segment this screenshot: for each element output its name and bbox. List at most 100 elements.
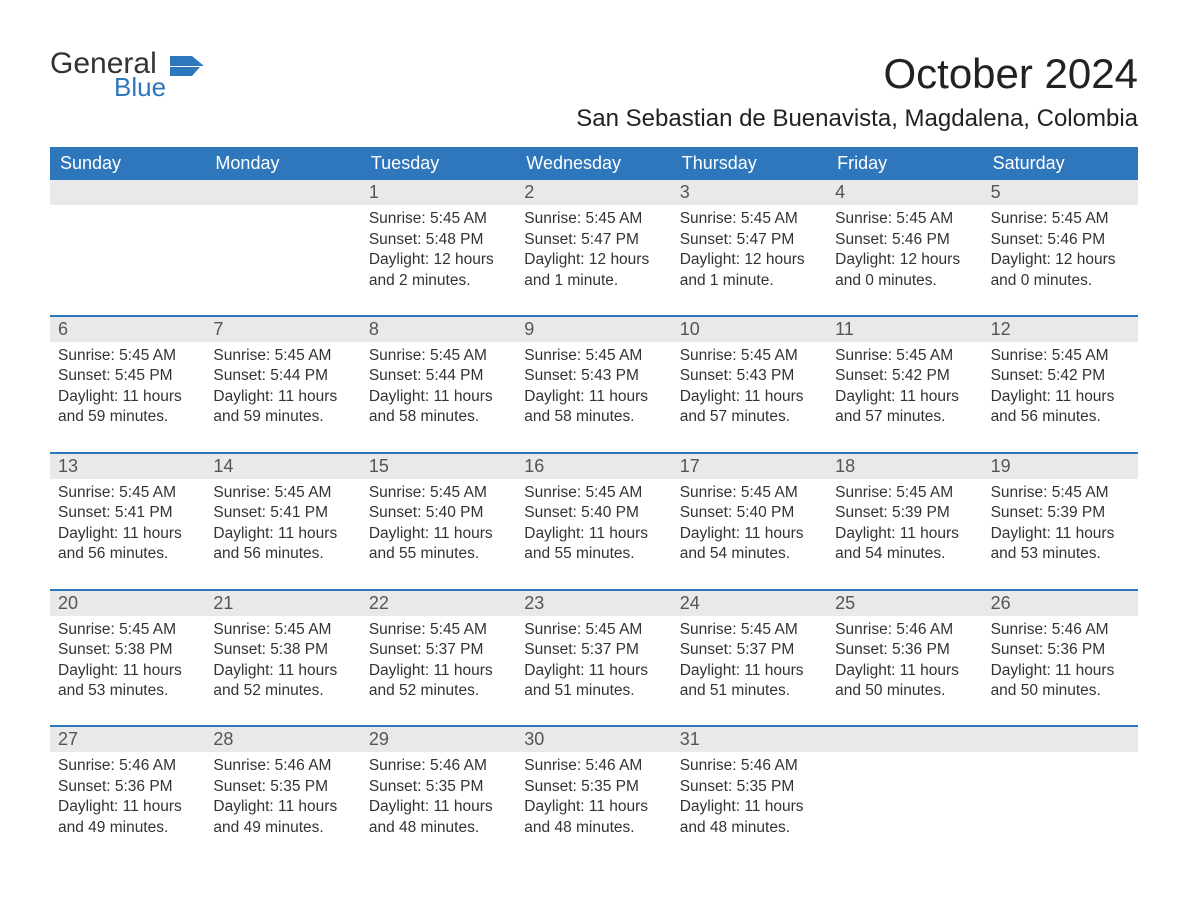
day-number: 3	[672, 180, 827, 205]
day-details: Sunrise: 5:46 AMSunset: 5:35 PMDaylight:…	[361, 752, 516, 838]
day-detail-line: Sunrise: 5:45 AM	[835, 483, 974, 503]
day-detail-line: Sunset: 5:35 PM	[524, 777, 663, 797]
page-subtitle: San Sebastian de Buenavista, Magdalena, …	[50, 105, 1138, 133]
day-number: 2	[516, 180, 671, 205]
day-detail-line: Sunrise: 5:45 AM	[213, 346, 352, 366]
calendar-day	[50, 180, 205, 291]
day-detail-line: Daylight: 11 hours and 57 minutes.	[835, 387, 974, 428]
day-details	[827, 752, 982, 812]
day-detail-line: Sunrise: 5:45 AM	[680, 620, 819, 640]
day-number: 25	[827, 591, 982, 616]
day-details: Sunrise: 5:45 AMSunset: 5:39 PMDaylight:…	[827, 479, 982, 565]
day-details: Sunrise: 5:46 AMSunset: 5:35 PMDaylight:…	[516, 752, 671, 838]
day-detail-line: Sunset: 5:45 PM	[58, 366, 197, 386]
day-detail-line: Daylight: 12 hours and 0 minutes.	[835, 250, 974, 291]
calendar-day: 9Sunrise: 5:45 AMSunset: 5:43 PMDaylight…	[516, 317, 671, 428]
day-detail-line: Daylight: 11 hours and 54 minutes.	[680, 524, 819, 565]
day-number: 27	[50, 727, 205, 752]
day-number: 4	[827, 180, 982, 205]
day-details: Sunrise: 5:46 AMSunset: 5:35 PMDaylight:…	[672, 752, 827, 838]
day-detail-line: Sunset: 5:38 PM	[213, 640, 352, 660]
day-detail-line: Daylight: 11 hours and 50 minutes.	[835, 661, 974, 702]
day-number: 23	[516, 591, 671, 616]
day-detail-line: Sunset: 5:36 PM	[835, 640, 974, 660]
day-detail-line: Daylight: 11 hours and 58 minutes.	[369, 387, 508, 428]
calendar-day: 6Sunrise: 5:45 AMSunset: 5:45 PMDaylight…	[50, 317, 205, 428]
day-detail-line: Sunset: 5:41 PM	[58, 503, 197, 523]
day-detail-line: Sunrise: 5:46 AM	[835, 620, 974, 640]
day-details: Sunrise: 5:46 AMSunset: 5:36 PMDaylight:…	[827, 616, 982, 702]
day-number	[50, 180, 205, 205]
day-detail-line: Sunset: 5:35 PM	[213, 777, 352, 797]
day-detail-line: Sunset: 5:41 PM	[213, 503, 352, 523]
day-details: Sunrise: 5:45 AMSunset: 5:46 PMDaylight:…	[983, 205, 1138, 291]
day-details: Sunrise: 5:45 AMSunset: 5:40 PMDaylight:…	[672, 479, 827, 565]
day-details	[983, 752, 1138, 812]
day-detail-line: Sunrise: 5:46 AM	[213, 756, 352, 776]
weekday-label: Saturday	[983, 147, 1138, 180]
day-detail-line: Sunrise: 5:45 AM	[680, 209, 819, 229]
day-detail-line: Sunrise: 5:46 AM	[991, 620, 1130, 640]
day-detail-line: Daylight: 11 hours and 49 minutes.	[213, 797, 352, 838]
day-detail-line: Daylight: 11 hours and 56 minutes.	[991, 387, 1130, 428]
day-detail-line: Sunset: 5:35 PM	[369, 777, 508, 797]
day-detail-line: Sunset: 5:44 PM	[369, 366, 508, 386]
calendar-day: 18Sunrise: 5:45 AMSunset: 5:39 PMDayligh…	[827, 454, 982, 565]
day-number	[827, 727, 982, 752]
day-number: 8	[361, 317, 516, 342]
day-number: 29	[361, 727, 516, 752]
day-details: Sunrise: 5:45 AMSunset: 5:48 PMDaylight:…	[361, 205, 516, 291]
day-detail-line: Sunset: 5:36 PM	[58, 777, 197, 797]
calendar-week: 1Sunrise: 5:45 AMSunset: 5:48 PMDaylight…	[50, 180, 1138, 291]
day-detail-line: Sunrise: 5:45 AM	[369, 346, 508, 366]
day-detail-line: Daylight: 11 hours and 58 minutes.	[524, 387, 663, 428]
day-details: Sunrise: 5:45 AMSunset: 5:42 PMDaylight:…	[983, 342, 1138, 428]
day-number: 17	[672, 454, 827, 479]
day-details: Sunrise: 5:45 AMSunset: 5:47 PMDaylight:…	[516, 205, 671, 291]
day-number: 9	[516, 317, 671, 342]
weekday-label: Monday	[205, 147, 360, 180]
day-details: Sunrise: 5:45 AMSunset: 5:37 PMDaylight:…	[516, 616, 671, 702]
day-details: Sunrise: 5:45 AMSunset: 5:47 PMDaylight:…	[672, 205, 827, 291]
calendar-day	[205, 180, 360, 291]
day-detail-line: Sunrise: 5:45 AM	[524, 346, 663, 366]
day-detail-line: Daylight: 11 hours and 59 minutes.	[213, 387, 352, 428]
day-number: 22	[361, 591, 516, 616]
day-detail-line: Sunset: 5:43 PM	[680, 366, 819, 386]
day-detail-line: Daylight: 11 hours and 52 minutes.	[369, 661, 508, 702]
day-number: 12	[983, 317, 1138, 342]
day-detail-line: Sunrise: 5:45 AM	[58, 483, 197, 503]
day-number: 20	[50, 591, 205, 616]
weekday-label: Tuesday	[361, 147, 516, 180]
day-detail-line: Sunrise: 5:45 AM	[835, 346, 974, 366]
calendar-day: 13Sunrise: 5:45 AMSunset: 5:41 PMDayligh…	[50, 454, 205, 565]
day-detail-line: Sunset: 5:40 PM	[524, 503, 663, 523]
day-details: Sunrise: 5:45 AMSunset: 5:42 PMDaylight:…	[827, 342, 982, 428]
day-details	[205, 205, 360, 265]
day-detail-line: Daylight: 12 hours and 2 minutes.	[369, 250, 508, 291]
calendar-day: 28 Sunrise: 5:46 AMSunset: 5:35 PMDayligh…	[205, 727, 360, 838]
day-detail-line: Sunrise: 5:45 AM	[369, 620, 508, 640]
day-detail-line: Sunset: 5:39 PM	[991, 503, 1130, 523]
day-details: Sunrise: 5:45 AMSunset: 5:43 PMDaylight:…	[672, 342, 827, 428]
day-number: 24	[672, 591, 827, 616]
day-details: Sunrise: 5:45 AMSunset: 5:44 PMDaylight:…	[205, 342, 360, 428]
weekday-label: Sunday	[50, 147, 205, 180]
day-number: 28	[205, 727, 360, 752]
day-detail-line: Sunset: 5:42 PM	[991, 366, 1130, 386]
day-detail-line: Daylight: 12 hours and 0 minutes.	[991, 250, 1130, 291]
day-detail-line: Sunset: 5:37 PM	[369, 640, 508, 660]
calendar-day	[983, 727, 1138, 838]
day-number: 26	[983, 591, 1138, 616]
day-detail-line: Sunrise: 5:45 AM	[58, 620, 197, 640]
calendar-week: 6Sunrise: 5:45 AMSunset: 5:45 PMDaylight…	[50, 315, 1138, 428]
calendar-day	[827, 727, 982, 838]
day-detail-line: Sunset: 5:46 PM	[835, 230, 974, 250]
calendar-day: 4Sunrise: 5:45 AMSunset: 5:46 PMDaylight…	[827, 180, 982, 291]
day-detail-line: Sunrise: 5:45 AM	[524, 209, 663, 229]
calendar-day: 1Sunrise: 5:45 AMSunset: 5:48 PMDaylight…	[361, 180, 516, 291]
day-detail-line: Daylight: 11 hours and 57 minutes.	[680, 387, 819, 428]
day-detail-line: Sunrise: 5:45 AM	[680, 483, 819, 503]
day-detail-line: Sunrise: 5:45 AM	[213, 483, 352, 503]
calendar-day: 30Sunrise: 5:46 AMSunset: 5:35 PMDayligh…	[516, 727, 671, 838]
